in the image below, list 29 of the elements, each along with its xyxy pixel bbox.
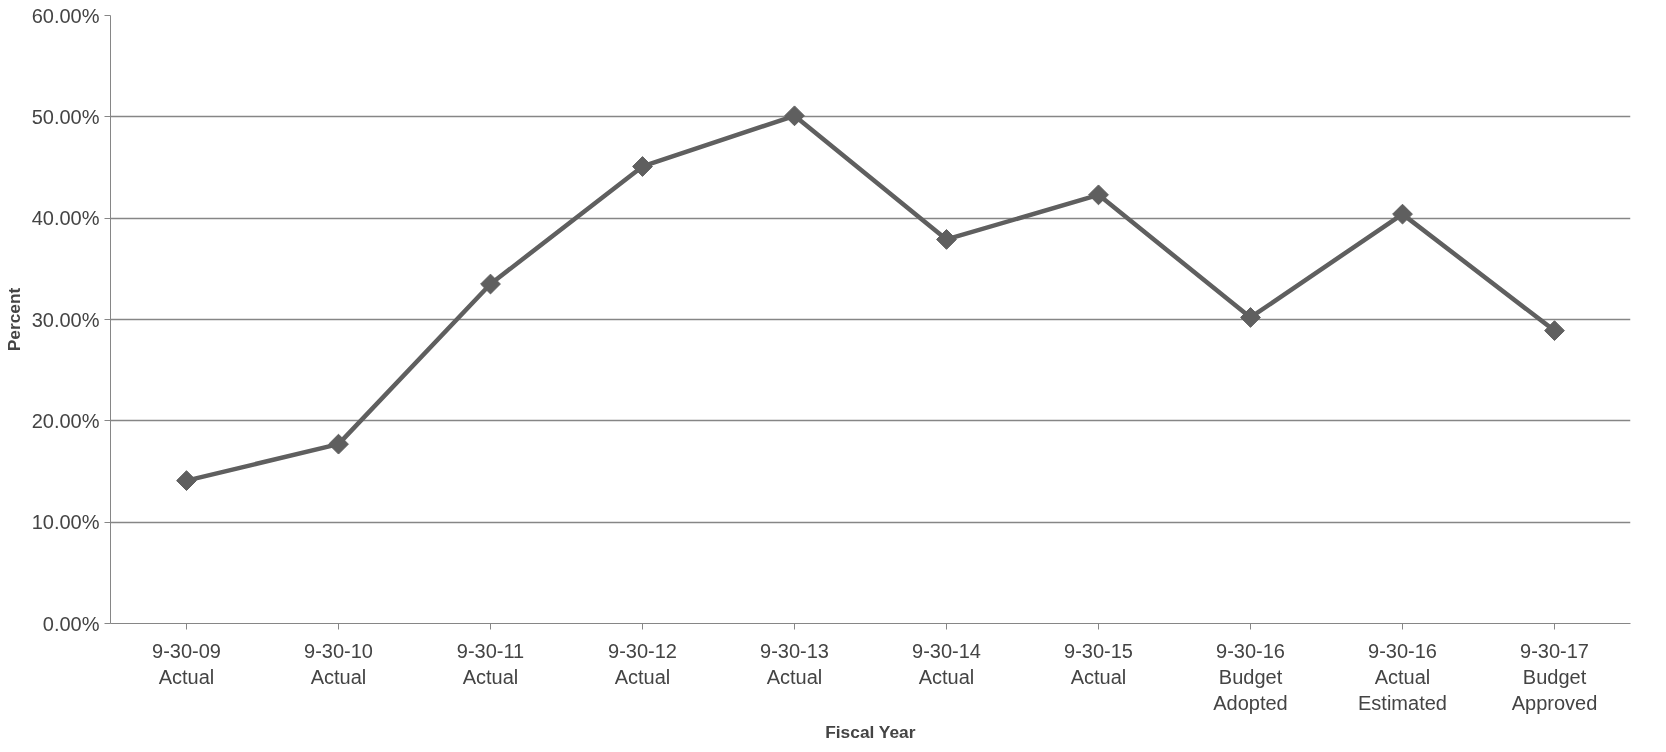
- point: [1544, 320, 1565, 342]
- x-tick-label: 9-30-12 Actual: [608, 639, 677, 688]
- x-tick-label: 9-30-15 Actual: [1064, 639, 1133, 688]
- point: [936, 229, 957, 250]
- y-tick-label: 50.00%: [31, 105, 100, 128]
- point: [328, 433, 349, 455]
- x-tick-label: 9-30-16 Actual Estimated: [1358, 639, 1447, 715]
- point: [784, 105, 805, 127]
- y-tick-label: 30.00%: [31, 308, 100, 331]
- x-tick-label: 9-30-16 Budget Adopted: [1213, 639, 1288, 715]
- x-tick-label: 9-30-11 Actual: [456, 639, 525, 688]
- y-tick-label: 0.00%: [42, 612, 100, 635]
- x-tick-label: 9-30-09 Actual: [152, 639, 221, 688]
- y-tick-label: 40.00%: [31, 207, 100, 230]
- point: [1392, 203, 1413, 225]
- x-tick-label: 9-30-13 Actual: [760, 639, 829, 688]
- point: [632, 156, 653, 177]
- x-tick-label: 9-30-14 Actual: [912, 639, 981, 688]
- x-tick-label: 9-30-17 Budget Approved: [1511, 639, 1598, 715]
- y-tick-label: 10.00%: [31, 511, 100, 534]
- point: [176, 470, 197, 492]
- point: [1088, 184, 1109, 206]
- y-tick-label: 60.00%: [31, 4, 100, 27]
- x-axis-title: Fiscal Year: [825, 722, 916, 743]
- point: [480, 273, 501, 295]
- y-axis-title: Percent: [3, 287, 24, 352]
- y-tick-label: 20.00%: [31, 409, 100, 432]
- x-tick-label: 9-30-10 Actual: [304, 639, 373, 688]
- point: [1240, 307, 1261, 328]
